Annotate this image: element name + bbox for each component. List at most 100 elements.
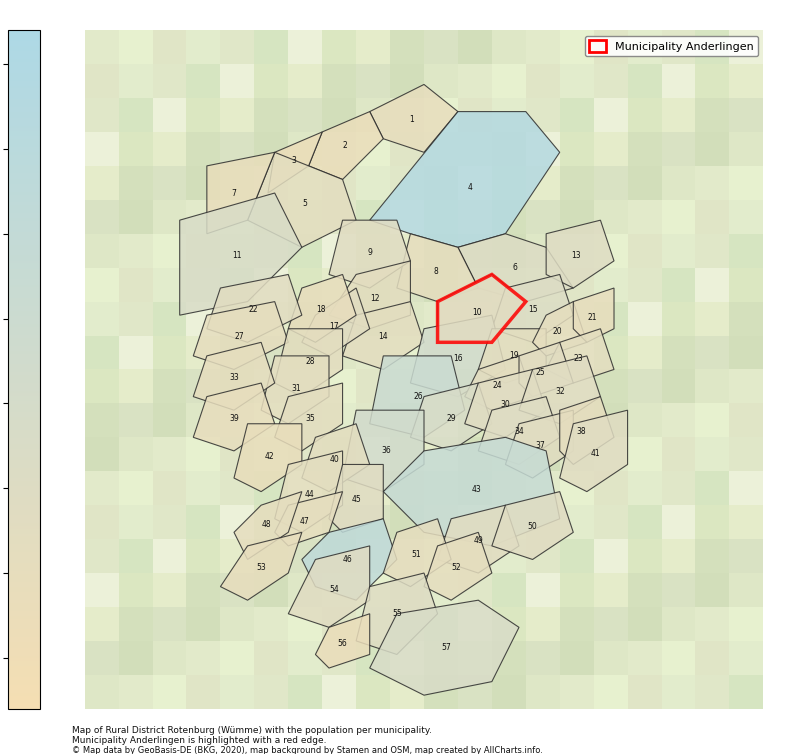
FancyBboxPatch shape (730, 336, 763, 369)
FancyBboxPatch shape (424, 607, 458, 641)
FancyBboxPatch shape (85, 437, 118, 471)
FancyBboxPatch shape (662, 369, 695, 403)
FancyBboxPatch shape (424, 302, 458, 336)
FancyBboxPatch shape (254, 607, 288, 641)
FancyBboxPatch shape (322, 64, 356, 98)
FancyBboxPatch shape (221, 369, 254, 403)
FancyBboxPatch shape (356, 369, 390, 403)
Polygon shape (560, 397, 614, 464)
Text: 13: 13 (571, 251, 581, 260)
FancyBboxPatch shape (153, 403, 186, 437)
FancyBboxPatch shape (356, 302, 390, 336)
FancyBboxPatch shape (662, 166, 695, 200)
FancyBboxPatch shape (492, 166, 526, 200)
Polygon shape (410, 315, 506, 397)
FancyBboxPatch shape (560, 403, 594, 437)
FancyBboxPatch shape (186, 98, 221, 132)
FancyBboxPatch shape (186, 505, 221, 539)
FancyBboxPatch shape (288, 166, 322, 200)
FancyBboxPatch shape (594, 200, 627, 234)
FancyBboxPatch shape (424, 437, 458, 471)
FancyBboxPatch shape (254, 573, 288, 607)
FancyBboxPatch shape (153, 607, 186, 641)
FancyBboxPatch shape (662, 98, 695, 132)
FancyBboxPatch shape (390, 30, 424, 64)
Polygon shape (383, 437, 560, 546)
Polygon shape (546, 220, 614, 288)
FancyBboxPatch shape (390, 471, 424, 505)
FancyBboxPatch shape (85, 471, 118, 505)
FancyBboxPatch shape (221, 64, 254, 98)
FancyBboxPatch shape (322, 675, 356, 709)
FancyBboxPatch shape (424, 98, 458, 132)
FancyBboxPatch shape (730, 471, 763, 505)
Text: 3: 3 (291, 156, 296, 165)
FancyBboxPatch shape (186, 573, 221, 607)
FancyBboxPatch shape (695, 675, 730, 709)
FancyBboxPatch shape (356, 268, 390, 302)
FancyBboxPatch shape (730, 200, 763, 234)
FancyBboxPatch shape (424, 200, 458, 234)
FancyBboxPatch shape (288, 302, 322, 336)
Text: 46: 46 (342, 555, 352, 564)
FancyBboxPatch shape (153, 573, 186, 607)
FancyBboxPatch shape (560, 234, 594, 268)
Text: 50: 50 (528, 523, 538, 532)
FancyBboxPatch shape (492, 505, 526, 539)
FancyBboxPatch shape (458, 268, 492, 302)
FancyBboxPatch shape (526, 369, 560, 403)
FancyBboxPatch shape (424, 132, 458, 166)
FancyBboxPatch shape (221, 539, 254, 573)
FancyBboxPatch shape (288, 437, 322, 471)
Polygon shape (478, 329, 546, 383)
FancyBboxPatch shape (322, 539, 356, 573)
FancyBboxPatch shape (356, 607, 390, 641)
FancyBboxPatch shape (492, 302, 526, 336)
FancyBboxPatch shape (627, 437, 662, 471)
Text: 5: 5 (302, 199, 307, 208)
FancyBboxPatch shape (322, 505, 356, 539)
FancyBboxPatch shape (254, 471, 288, 505)
FancyBboxPatch shape (254, 268, 288, 302)
FancyBboxPatch shape (730, 30, 763, 64)
FancyBboxPatch shape (153, 268, 186, 302)
FancyBboxPatch shape (322, 234, 356, 268)
FancyBboxPatch shape (356, 505, 390, 539)
FancyBboxPatch shape (458, 573, 492, 607)
FancyBboxPatch shape (356, 539, 390, 573)
Text: 42: 42 (265, 452, 274, 461)
Text: 32: 32 (555, 387, 565, 396)
FancyBboxPatch shape (85, 234, 118, 268)
FancyBboxPatch shape (627, 336, 662, 369)
FancyBboxPatch shape (662, 641, 695, 675)
Text: 12: 12 (370, 294, 380, 303)
FancyBboxPatch shape (730, 437, 763, 471)
FancyBboxPatch shape (730, 505, 763, 539)
FancyBboxPatch shape (390, 675, 424, 709)
Text: 27: 27 (234, 333, 244, 342)
FancyBboxPatch shape (424, 166, 458, 200)
Polygon shape (370, 600, 519, 695)
FancyBboxPatch shape (390, 302, 424, 336)
FancyBboxPatch shape (356, 234, 390, 268)
FancyBboxPatch shape (424, 573, 458, 607)
FancyBboxPatch shape (254, 403, 288, 437)
FancyBboxPatch shape (356, 641, 390, 675)
FancyBboxPatch shape (153, 641, 186, 675)
FancyBboxPatch shape (186, 403, 221, 437)
FancyBboxPatch shape (730, 573, 763, 607)
Text: 23: 23 (574, 354, 583, 363)
FancyBboxPatch shape (221, 234, 254, 268)
FancyBboxPatch shape (594, 268, 627, 302)
FancyBboxPatch shape (662, 573, 695, 607)
FancyBboxPatch shape (254, 30, 288, 64)
FancyBboxPatch shape (186, 132, 221, 166)
FancyBboxPatch shape (730, 369, 763, 403)
FancyBboxPatch shape (458, 302, 492, 336)
FancyBboxPatch shape (221, 200, 254, 234)
Text: 35: 35 (305, 414, 315, 423)
FancyBboxPatch shape (662, 30, 695, 64)
Text: 18: 18 (316, 305, 326, 314)
FancyBboxPatch shape (221, 505, 254, 539)
Polygon shape (274, 383, 342, 451)
